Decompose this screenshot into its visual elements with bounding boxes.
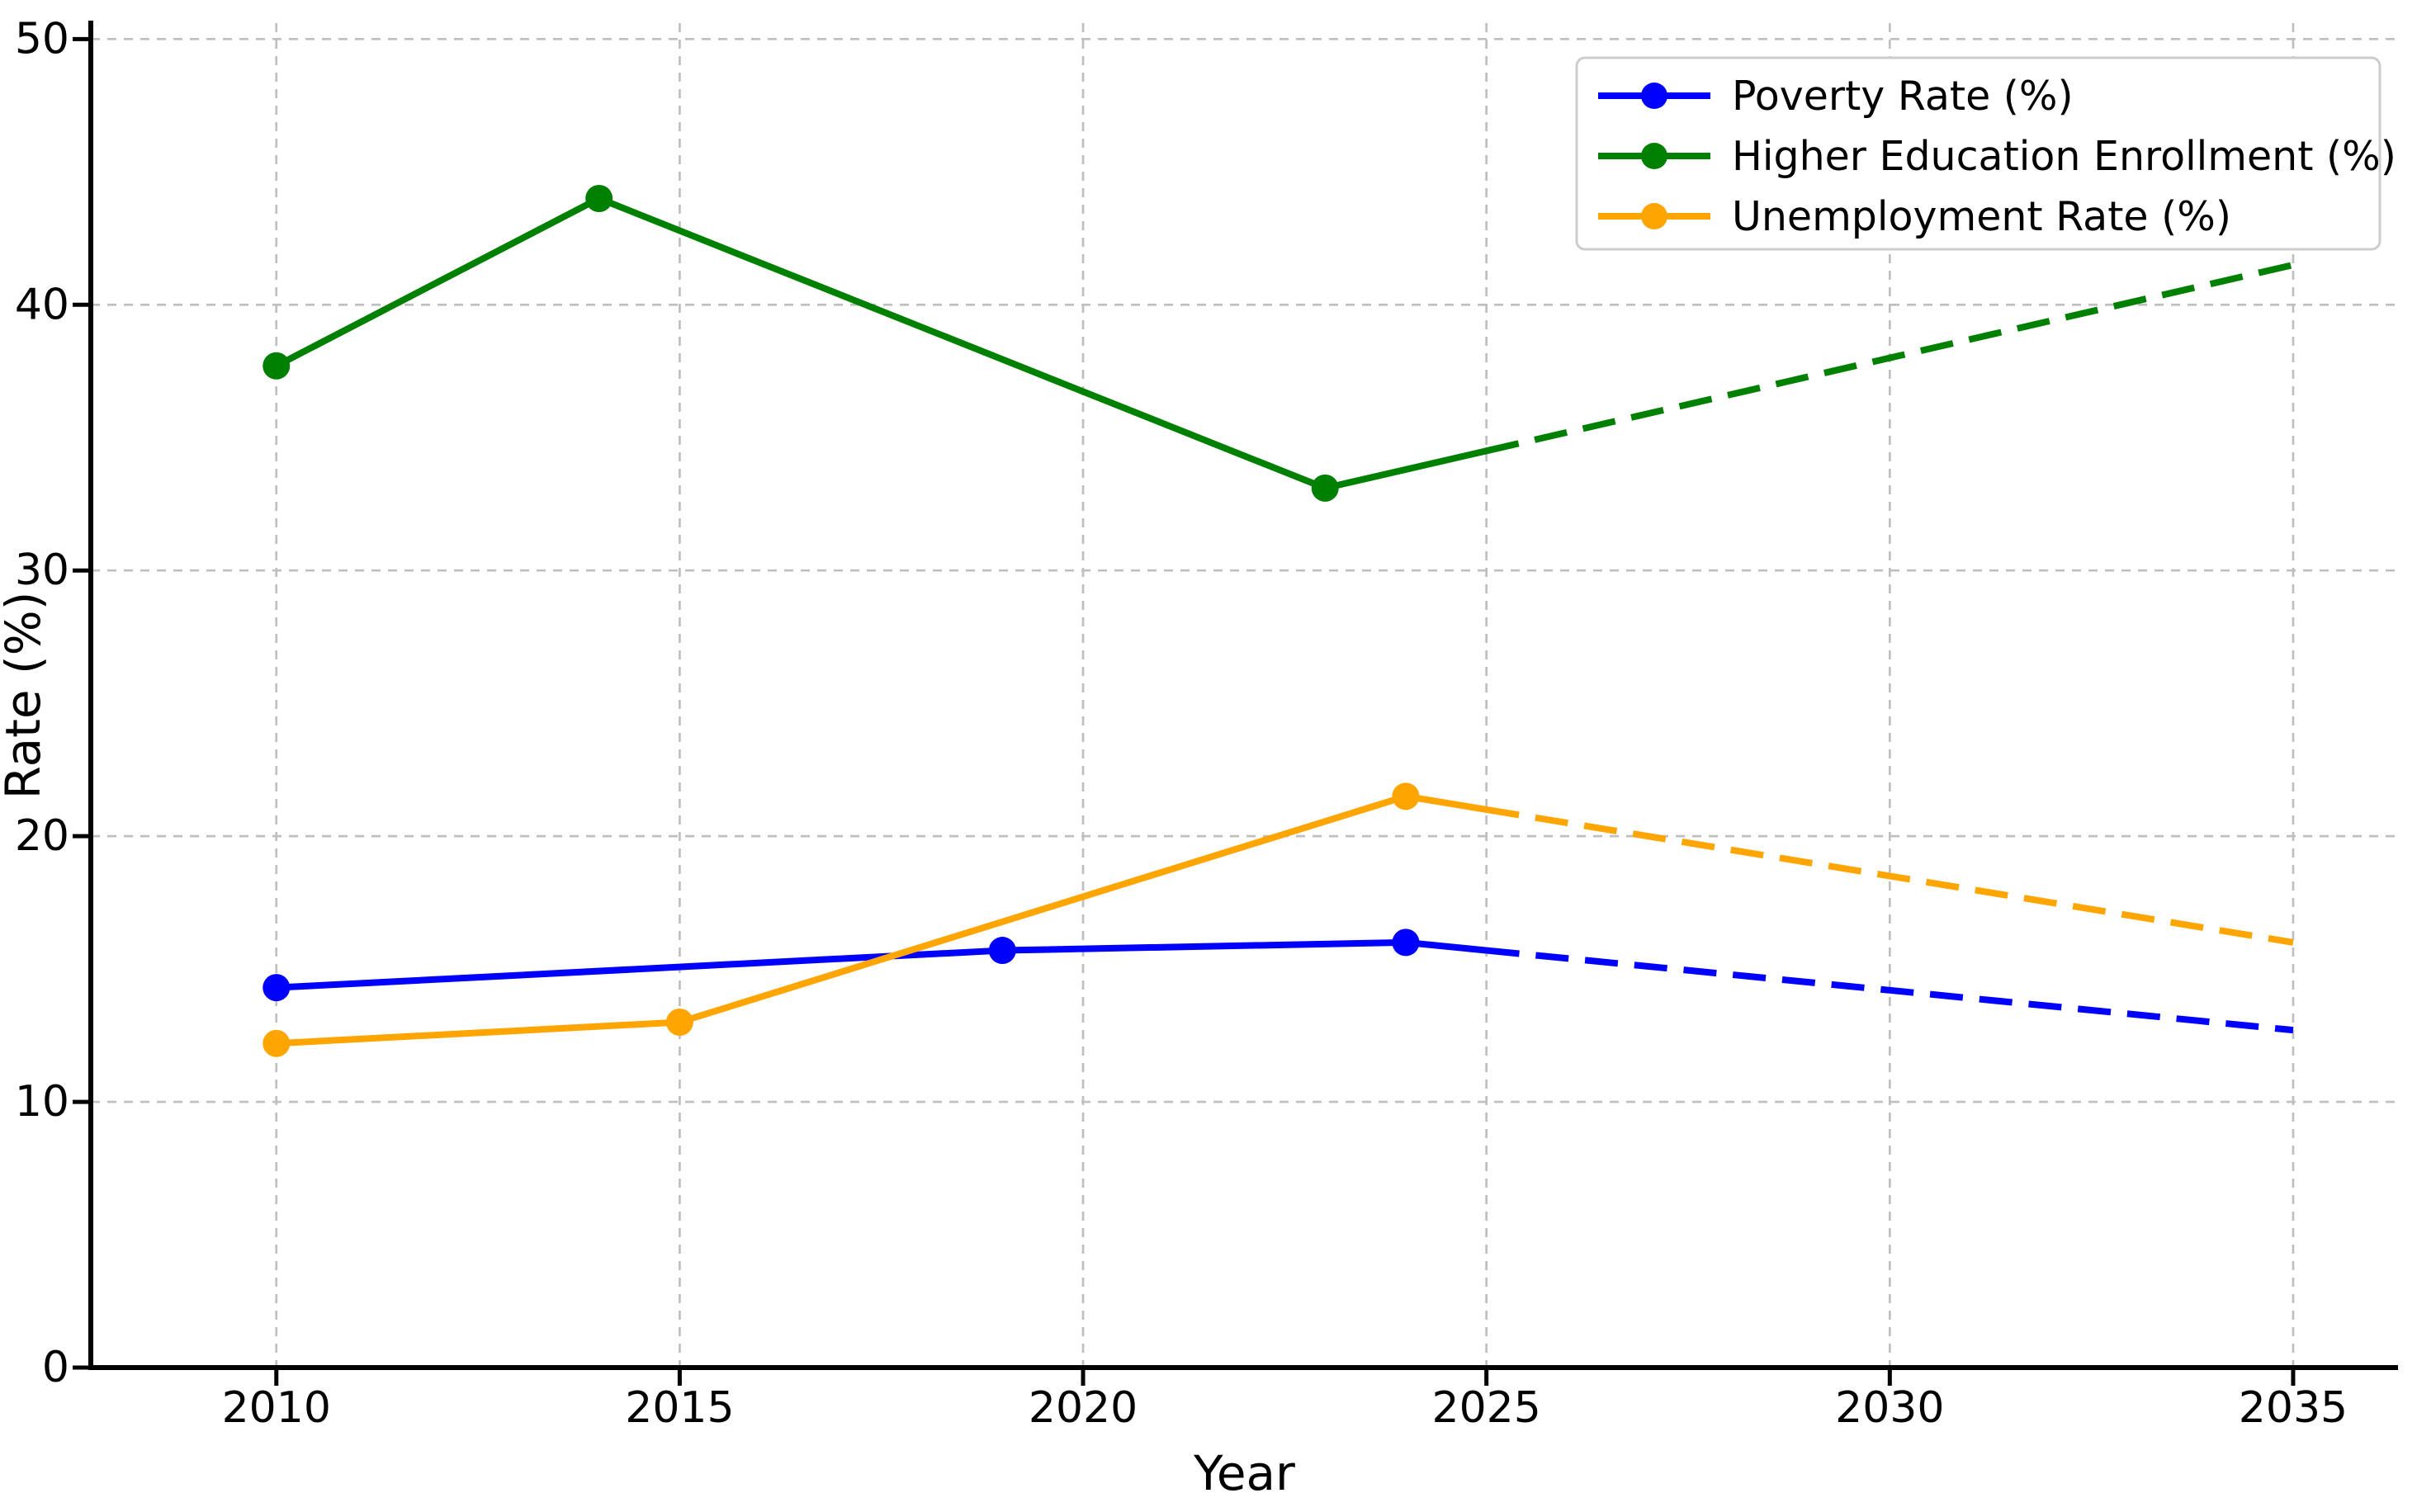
legend-item-higher-education-enrollment: Higher Education Enrollment (%) [1598,133,2396,180]
data-point-marker [665,1008,693,1036]
forecast-line-dashed [1486,806,2294,946]
data-point-marker [263,352,291,380]
axes [88,21,2398,1370]
x-tick-label: 2020 [1029,1383,1138,1433]
data-point-marker [1392,928,1420,957]
historical-line [272,938,1409,991]
x-tick-label: 2015 [625,1383,734,1433]
x-tick-label: 2010 [222,1383,331,1433]
series-poverty-rate [263,928,2294,1034]
x-tick-label: 2030 [1835,1383,1944,1433]
y-tick-label: 0 [42,1343,69,1392]
legend-box [1575,56,2382,251]
legend: Poverty Rate (%) Higher Education Enrollm… [1575,56,2396,251]
forecast-line-solid-segment [1402,792,1490,813]
legend-marker [1641,143,1667,169]
legend-label: Higher Education Enrollment (%) [1732,133,2396,180]
forecast-line-dashed [1486,947,2294,1034]
historical-line [272,792,1409,1047]
x-tick-label: 2035 [2239,1383,2348,1433]
legend-label: Poverty Rate (%) [1732,73,2074,120]
legend-marker [1641,83,1667,109]
x-tick-label: 2025 [1432,1383,1541,1433]
data-point-marker [263,974,291,1002]
y-tick-label: 30 [15,546,69,595]
y-axis-title: Rate (%) [0,592,51,800]
data-point-marker [585,184,613,212]
forecast-line-dashed [1485,262,2294,455]
data-point-marker [988,937,1016,965]
historical-line [272,195,1329,492]
legend-item-poverty-rate: Poverty Rate (%) [1598,73,2074,120]
series-higher-education-enrollment [263,184,2294,502]
gridlines [91,23,2398,1368]
legend-item-unemployment-rate: Unemployment Rate (%) [1598,193,2231,240]
data-point-marker [1311,474,1339,502]
legend-label: Unemployment Rate (%) [1732,193,2231,240]
series-unemployment-rate [263,782,2294,1057]
data-point-marker [263,1029,291,1057]
y-tick-label: 10 [15,1077,69,1127]
legend-marker [1641,203,1667,229]
y-tick-label: 20 [15,811,69,861]
x-axis-title: Year [1193,1445,1295,1501]
y-tick-label: 50 [15,14,69,64]
y-tick-label: 40 [15,280,69,329]
data-point-marker [1392,782,1420,810]
forecast-line-solid-segment [1322,447,1490,492]
